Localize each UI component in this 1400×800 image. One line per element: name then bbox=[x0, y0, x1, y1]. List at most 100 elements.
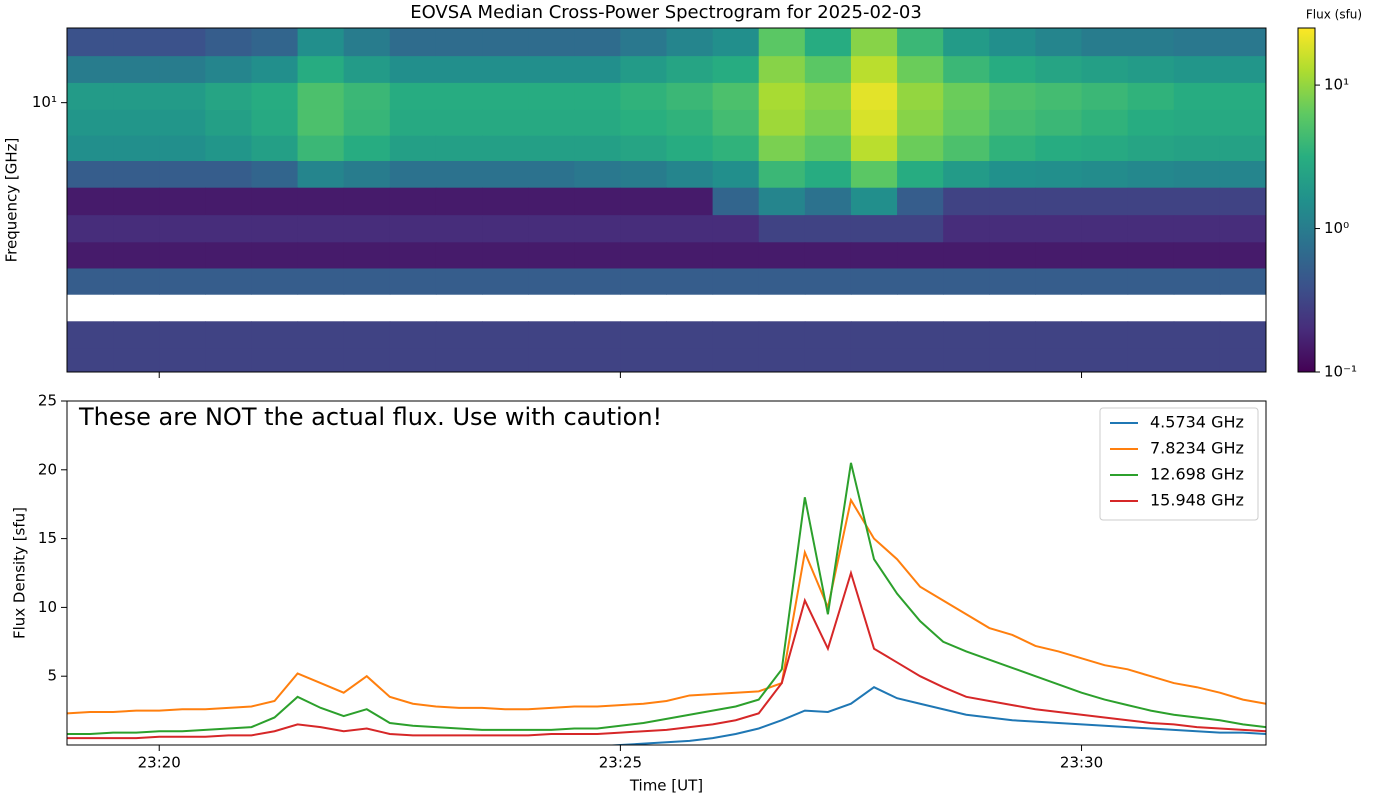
heatmap-cell bbox=[712, 348, 760, 373]
heatmap-cell bbox=[1081, 56, 1129, 84]
heatmap-cell bbox=[528, 82, 575, 111]
heatmap-cell bbox=[389, 268, 437, 295]
heatmap-cell bbox=[435, 348, 483, 373]
heatmap-cell bbox=[435, 242, 483, 269]
heatmap-cell bbox=[297, 215, 345, 243]
heatmap-cell bbox=[435, 161, 483, 189]
heatmap-cell bbox=[251, 82, 299, 111]
heatmap-cell bbox=[297, 56, 345, 84]
heatmap-cell bbox=[389, 161, 437, 189]
heatmap-cell bbox=[435, 82, 483, 111]
plot-lines bbox=[67, 462, 1266, 745]
heatmap-cell bbox=[482, 187, 529, 216]
heatmap-cell bbox=[758, 56, 806, 84]
heatmap-cell bbox=[666, 161, 714, 189]
heatmap-cell bbox=[804, 109, 852, 137]
heatmap-cell bbox=[1219, 56, 1267, 84]
heatmap-cell bbox=[897, 135, 944, 162]
heatmap-cell bbox=[620, 321, 667, 350]
heatmap-cell bbox=[1219, 321, 1267, 350]
heatmap-cell bbox=[67, 242, 114, 269]
heatmap-cell bbox=[67, 28, 114, 57]
heatmap-cell bbox=[159, 135, 206, 162]
heatmap-cell bbox=[1035, 28, 1083, 57]
heatmap-cell bbox=[804, 56, 852, 84]
heatmap-cell bbox=[897, 321, 944, 350]
heatmap-cell bbox=[482, 215, 529, 243]
heatmap-cell bbox=[343, 215, 391, 243]
heatmap-cell bbox=[251, 109, 299, 137]
heatmap-cell bbox=[897, 268, 944, 295]
heatmap-cell bbox=[620, 135, 667, 162]
heatmap-cell bbox=[389, 242, 437, 269]
heatmap-cell bbox=[712, 268, 760, 295]
annotation: These are NOT the actual flux. Use with … bbox=[78, 403, 662, 431]
heatmap-cell bbox=[897, 187, 944, 216]
heatmap-cell bbox=[343, 28, 391, 57]
heatmap-cell bbox=[389, 321, 437, 350]
heatmap-cell bbox=[850, 268, 898, 295]
heatmap-cell bbox=[758, 28, 806, 57]
heatmap-cell bbox=[943, 321, 990, 350]
heatmap-cell bbox=[67, 109, 114, 137]
heatmap-cell bbox=[897, 215, 944, 243]
heatmap-cell bbox=[712, 56, 760, 84]
series-line bbox=[67, 569, 1266, 740]
heatmap-cell bbox=[574, 348, 621, 373]
heatmap-cell bbox=[1127, 348, 1175, 373]
heatmap-cell bbox=[666, 28, 714, 57]
heatmap-cell bbox=[1219, 161, 1267, 189]
heatmap-cell bbox=[435, 268, 483, 295]
heatmap-cell bbox=[113, 321, 160, 350]
heatmap-cell bbox=[297, 321, 345, 350]
heatmap-cell bbox=[712, 135, 760, 162]
heatmap-cell bbox=[113, 82, 160, 111]
heatmap-cell bbox=[251, 242, 299, 269]
heatmap-cell bbox=[435, 215, 483, 243]
heatmap-cell bbox=[113, 135, 160, 162]
heatmap-cell bbox=[1219, 268, 1267, 295]
heatmap-cell bbox=[758, 135, 806, 162]
heatmap-cell bbox=[297, 109, 345, 137]
heatmap-cell bbox=[758, 242, 806, 269]
heatmap-cell bbox=[205, 28, 252, 57]
heatmap-cell bbox=[1173, 321, 1221, 350]
heatmap-cell bbox=[251, 348, 299, 373]
heatmap-cell bbox=[1081, 135, 1129, 162]
heatmap-cell bbox=[1219, 109, 1267, 137]
heatmap-cell bbox=[1127, 109, 1175, 137]
legend-label: 7.8234 GHz bbox=[1150, 439, 1244, 458]
heatmap-cell bbox=[666, 135, 714, 162]
heatmap-cell bbox=[389, 82, 437, 111]
y-tick-label: 5 bbox=[47, 667, 57, 685]
heatmap-cell bbox=[1035, 56, 1083, 84]
heatmap-cell bbox=[343, 242, 391, 269]
heatmap-cell bbox=[528, 268, 575, 295]
heatmap-cell bbox=[482, 82, 529, 111]
heatmap-cell bbox=[297, 348, 345, 373]
y-axis-label: Flux Density [sfu] bbox=[11, 507, 29, 639]
heatmap-cell bbox=[159, 215, 206, 243]
heatmap-cell bbox=[989, 268, 1036, 295]
heatmap-cell bbox=[943, 28, 990, 57]
heatmap-cell bbox=[620, 242, 667, 269]
heatmap-cell bbox=[1173, 161, 1221, 189]
heatmap-cell bbox=[1081, 242, 1129, 269]
heatmap-cell bbox=[1081, 268, 1129, 295]
heatmap-cell bbox=[528, 109, 575, 137]
legend-box bbox=[1099, 407, 1259, 521]
heatmap-cell bbox=[482, 321, 529, 350]
heatmap-cell bbox=[574, 28, 621, 57]
heatmap-cell bbox=[528, 242, 575, 269]
heatmap-cell bbox=[1219, 215, 1267, 243]
heatmap-cell bbox=[435, 321, 483, 350]
heatmap-cell bbox=[712, 82, 760, 111]
heatmap-cell bbox=[67, 321, 114, 350]
heatmap-cell bbox=[1035, 321, 1083, 350]
heatmap-cell bbox=[113, 28, 160, 57]
colorbar-tick-label: 10⁰ bbox=[1324, 219, 1349, 237]
heatmap-cell bbox=[943, 109, 990, 137]
heatmap-cell bbox=[205, 321, 252, 350]
heatmap-cell bbox=[435, 56, 483, 84]
heatmap-cell bbox=[897, 242, 944, 269]
